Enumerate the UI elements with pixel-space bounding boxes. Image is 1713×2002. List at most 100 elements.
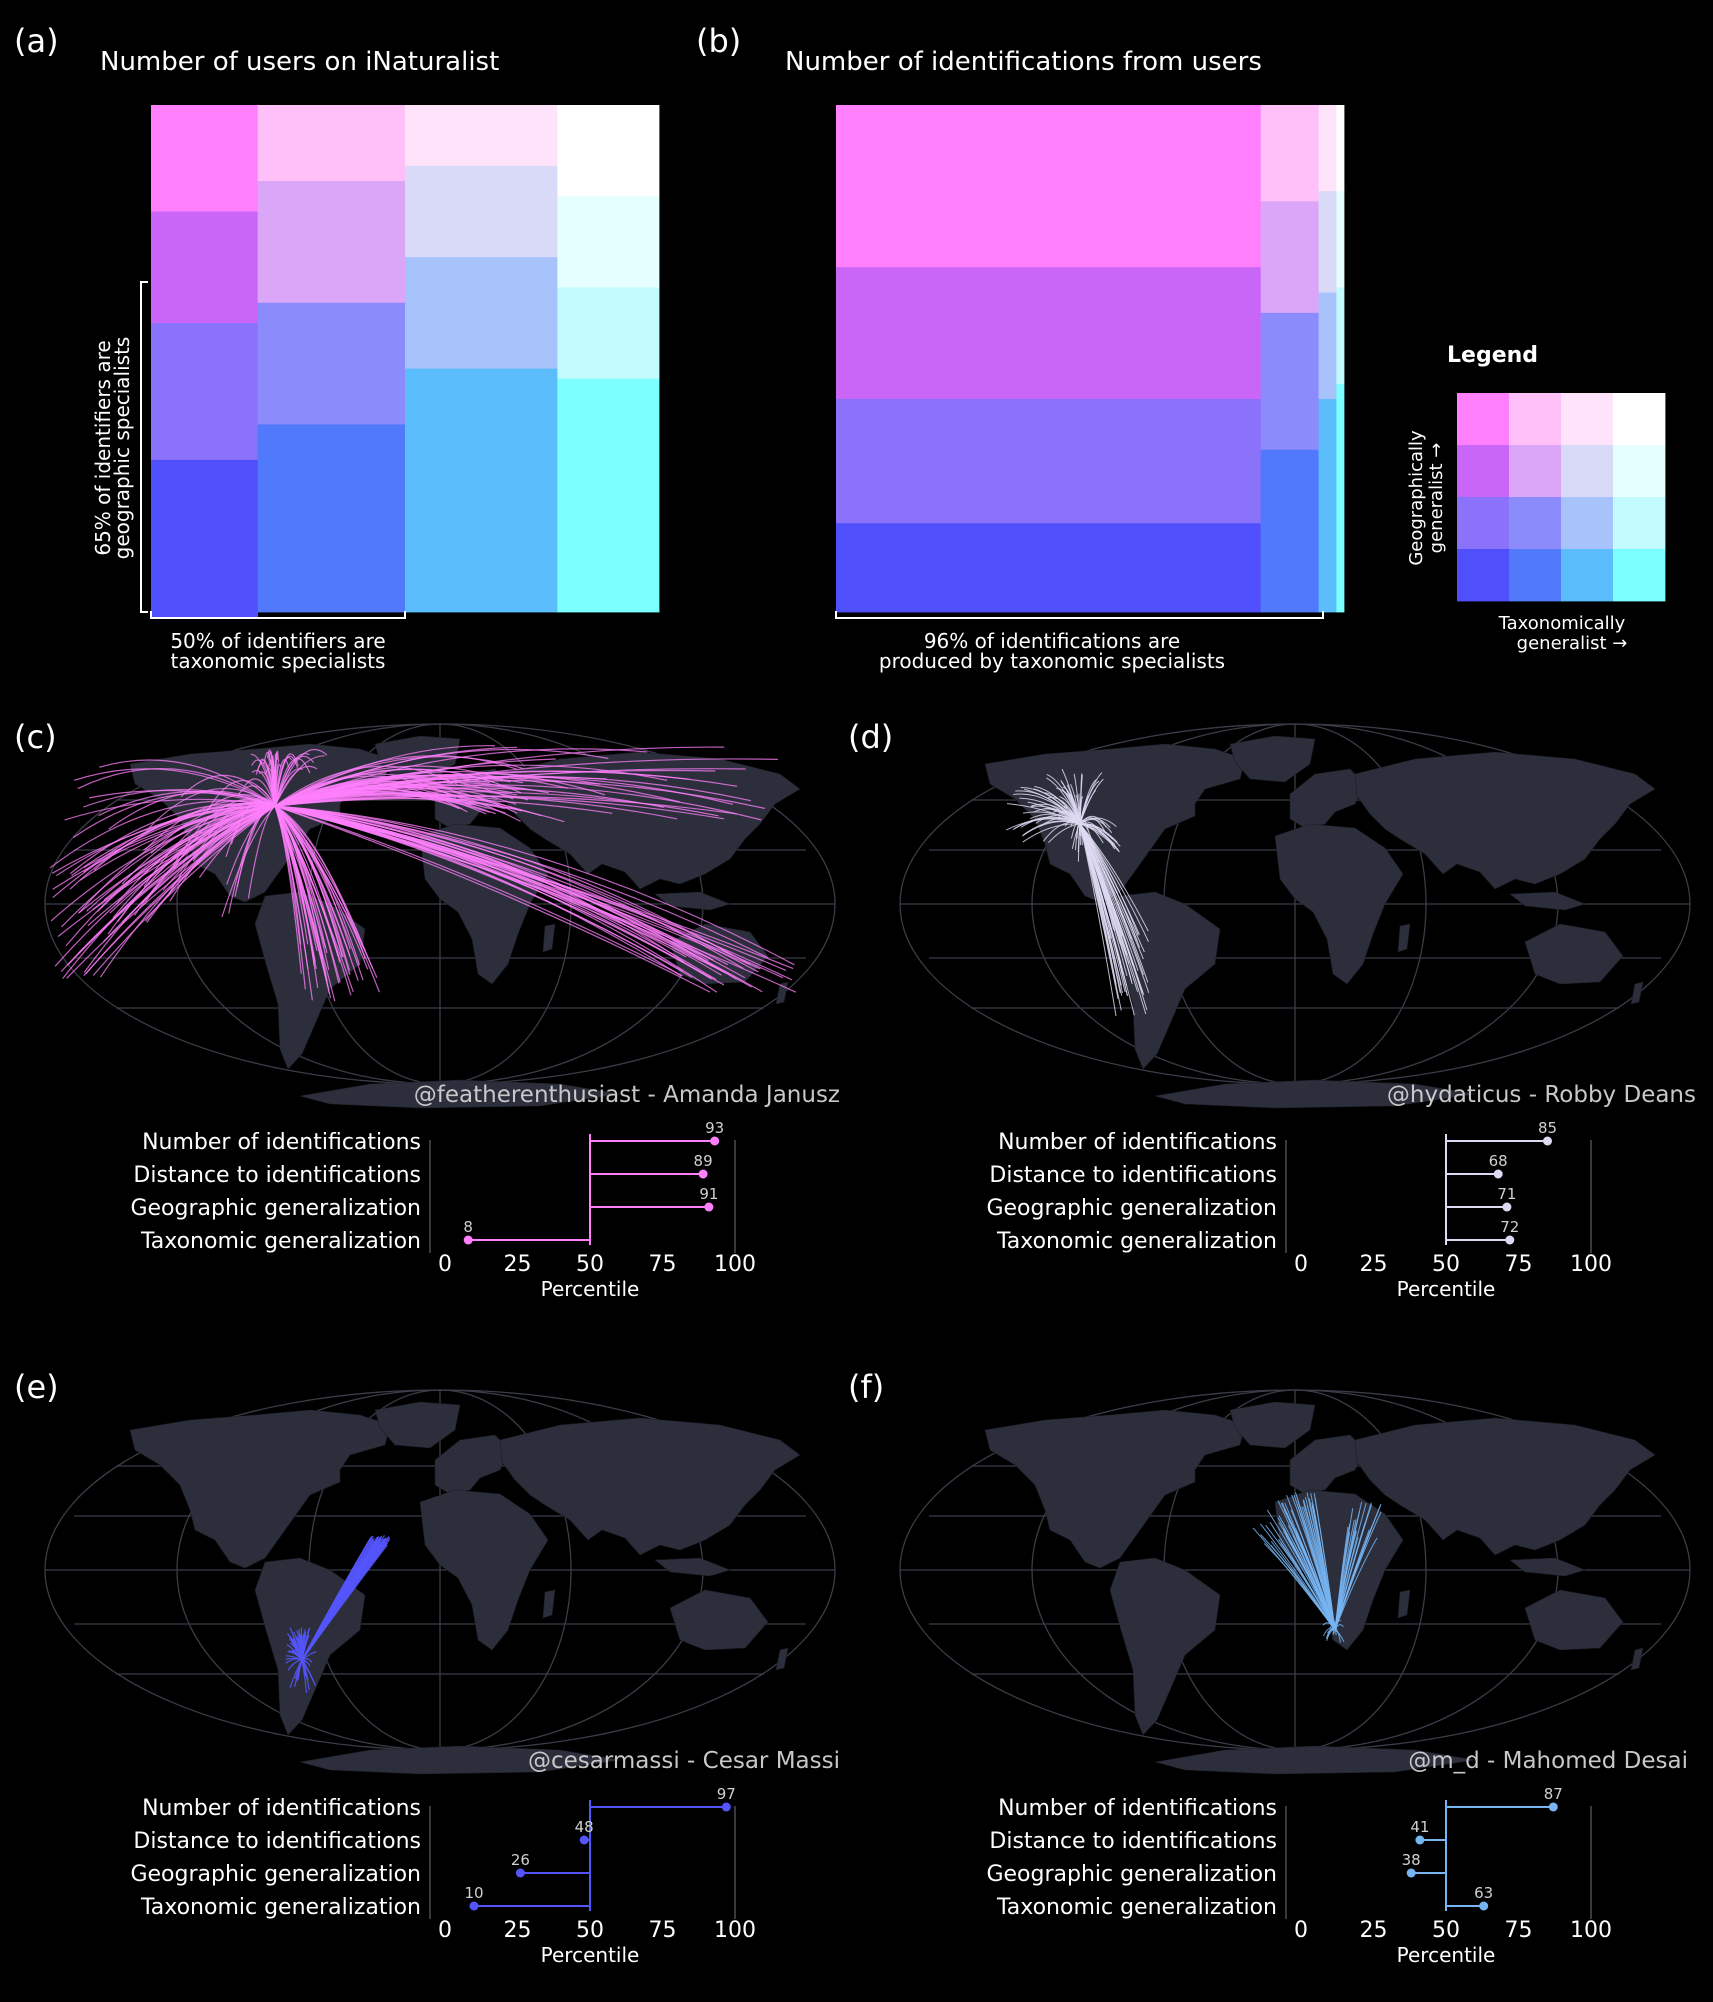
lollipop-point bbox=[722, 1803, 731, 1812]
mosaic-cell-r2-c0 bbox=[151, 323, 258, 460]
mosaic-cell-r1-c2 bbox=[405, 166, 558, 258]
lollipop-tick-label: 75 bbox=[1505, 1252, 1533, 1277]
lollipop-xlabel: Percentile bbox=[541, 1943, 640, 1967]
lollipop-point bbox=[1415, 1836, 1424, 1845]
legend-y-label-2: generalist → bbox=[1426, 443, 1447, 554]
legend-cell-r2-c1 bbox=[1509, 497, 1561, 549]
lollipop-value-label: 41 bbox=[1410, 1818, 1429, 1836]
legend-cell-r0-c0 bbox=[1457, 393, 1509, 445]
lollipop-xlabel: Percentile bbox=[1397, 1943, 1496, 1967]
lollipop-category-label: Distance to identifications bbox=[989, 1829, 1277, 1854]
mosaic-cell-r1-c1 bbox=[1261, 201, 1319, 313]
lollipop-point bbox=[1549, 1803, 1558, 1812]
lollipop-value-label: 72 bbox=[1500, 1218, 1519, 1236]
lollipop-category-label: Geographic generalization bbox=[130, 1862, 421, 1887]
panel-b-title: Number of identifications from users bbox=[785, 47, 1262, 77]
mosaic-cell-r2-c1 bbox=[258, 303, 406, 425]
lollipop-value-label: 89 bbox=[694, 1152, 713, 1170]
lollipop-chart-f: Number of identifications 87 Distance to i… bbox=[986, 1785, 1612, 1967]
lollipop-tick-label: 75 bbox=[649, 1252, 677, 1277]
mosaic-cell-r0-c3 bbox=[557, 105, 659, 197]
lollipop-tick-label: 50 bbox=[1432, 1918, 1460, 1943]
legend-cell-r1-c0 bbox=[1457, 445, 1509, 497]
mosaic-cell-r3-c3 bbox=[557, 379, 659, 613]
legend-title: Legend bbox=[1447, 343, 1538, 368]
lollipop-point bbox=[1479, 1902, 1488, 1911]
mosaic-cell-r1-c2 bbox=[1319, 191, 1337, 293]
lollipop-value-label: 8 bbox=[463, 1218, 473, 1236]
lollipop-value-label: 97 bbox=[717, 1785, 736, 1803]
lollipop-point bbox=[699, 1170, 708, 1179]
mosaic-cell-r3-c1 bbox=[258, 424, 406, 612]
legend-x-label-1: Taxonomically bbox=[1498, 613, 1626, 634]
lollipop-tick-label: 25 bbox=[1360, 1918, 1388, 1943]
lollipop-tick-label: 100 bbox=[714, 1918, 756, 1943]
lollipop-category-label: Geographic generalization bbox=[986, 1862, 1277, 1887]
lollipop-category-label: Number of identifications bbox=[142, 1796, 421, 1821]
lollipop-value-label: 10 bbox=[464, 1884, 483, 1902]
lollipop-category-label: Taxonomic generalization bbox=[140, 1895, 421, 1920]
panel-letter-b: (b) bbox=[696, 22, 741, 60]
lollipop-tick-label: 100 bbox=[714, 1252, 756, 1277]
mosaic-cell-r3-c0 bbox=[151, 460, 258, 618]
mosaic-cell-r1-c0 bbox=[151, 211, 258, 323]
bracket-a-y-label-2: geographic specialists bbox=[110, 337, 134, 560]
legend-grid bbox=[1457, 393, 1665, 601]
mosaic-cell-r1-c3 bbox=[1336, 191, 1344, 288]
lollipop-point bbox=[580, 1836, 589, 1845]
bracket-a-y bbox=[141, 282, 148, 612]
lollipop-tick-label: 0 bbox=[438, 1918, 452, 1943]
lollipop-category-label: Taxonomic generalization bbox=[996, 1895, 1277, 1920]
legend-cell-r3-c2 bbox=[1561, 549, 1613, 601]
mosaic-cell-r1-c3 bbox=[557, 196, 659, 288]
lollipop-point bbox=[1543, 1137, 1552, 1146]
lollipop-value-label: 63 bbox=[1474, 1884, 1493, 1902]
mosaic-cell-r2-c0 bbox=[836, 399, 1261, 524]
lollipop-value-label: 91 bbox=[699, 1185, 718, 1203]
mosaic-cell-r2-c2 bbox=[405, 257, 558, 369]
lollipop-value-label: 87 bbox=[1544, 1785, 1563, 1803]
legend-cell-r1-c3 bbox=[1613, 445, 1665, 497]
lollipop-chart-e: Number of identifications 97 Distance to i… bbox=[130, 1785, 756, 1967]
lollipop-point bbox=[464, 1236, 473, 1245]
mosaic-cell-r2-c2 bbox=[1319, 293, 1337, 400]
lollipop-category-label: Number of identifications bbox=[998, 1796, 1277, 1821]
lollipop-point bbox=[1494, 1170, 1503, 1179]
lollipop-category-label: Distance to identifications bbox=[133, 1163, 421, 1188]
mosaic-cell-r2-c3 bbox=[557, 288, 659, 380]
lollipop-value-label: 85 bbox=[1538, 1119, 1557, 1137]
user-name-d: @hydaticus - Robby Deans bbox=[1387, 1082, 1696, 1108]
lollipop-value-label: 38 bbox=[1402, 1851, 1421, 1869]
panel-a-title: Number of users on iNaturalist bbox=[100, 47, 499, 77]
mosaic-cell-r3-c2 bbox=[405, 369, 558, 613]
world-map-d bbox=[900, 724, 1690, 1108]
lollipop-category-label: Taxonomic generalization bbox=[140, 1229, 421, 1254]
mosaic-cell-r3-c2 bbox=[1319, 399, 1337, 612]
legend-cell-r0-c1 bbox=[1509, 393, 1561, 445]
mosaic-cell-r0-c0 bbox=[151, 105, 258, 212]
lollipop-category-label: Geographic generalization bbox=[986, 1196, 1277, 1221]
lollipop-tick-label: 0 bbox=[1294, 1252, 1308, 1277]
lollipop-tick-label: 75 bbox=[1505, 1918, 1533, 1943]
world-map-f bbox=[900, 1390, 1690, 1774]
lollipop-tick-label: 25 bbox=[1360, 1252, 1388, 1277]
legend-cell-r0-c2 bbox=[1561, 393, 1613, 445]
legend-cell-r2-c3 bbox=[1613, 497, 1665, 549]
lollipop-xlabel: Percentile bbox=[1397, 1277, 1496, 1301]
lollipop-tick-label: 0 bbox=[438, 1252, 452, 1277]
world-map-e bbox=[45, 1390, 835, 1774]
lollipop-tick-label: 0 bbox=[1294, 1918, 1308, 1943]
lollipop-category-label: Distance to identifications bbox=[133, 1829, 421, 1854]
lollipop-point bbox=[1407, 1869, 1416, 1878]
panel-letter-c: (c) bbox=[14, 718, 57, 756]
legend-cell-r0-c3 bbox=[1613, 393, 1665, 445]
mosaic-chart-b bbox=[836, 105, 1344, 612]
panel-letter-f: (f) bbox=[848, 1368, 884, 1406]
mosaic-cell-r0-c2 bbox=[405, 105, 558, 166]
lollipop-point bbox=[704, 1203, 713, 1212]
lollipop-value-label: 26 bbox=[511, 1851, 530, 1869]
bracket-b-x-label-2: produced by taxonomic specialists bbox=[879, 649, 1225, 673]
world-map-c bbox=[45, 724, 835, 1108]
